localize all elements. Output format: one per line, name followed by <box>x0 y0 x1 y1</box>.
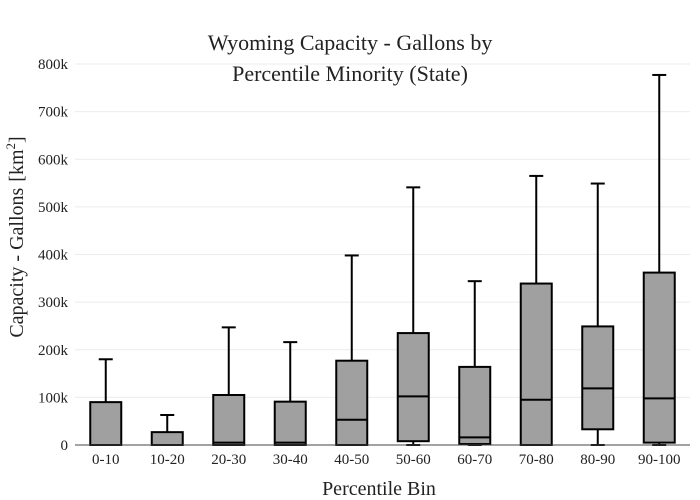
y-axis-unit-superscript: 2 <box>3 143 18 150</box>
box-60-70 <box>458 280 492 446</box>
box-iqr <box>89 401 123 447</box>
y-axis-unit: [km <box>6 149 28 182</box>
box-iqr <box>519 282 553 446</box>
box-iqr <box>212 393 246 446</box>
box-70-80 <box>519 174 553 446</box>
y-axis-title: Capacity - Gallons [km2] <box>3 136 28 337</box>
box-0-10 <box>89 358 123 447</box>
x-tick-label: 40-50 <box>334 452 369 468</box>
box-10-20 <box>150 413 184 446</box>
box-40-50 <box>335 254 369 446</box>
y-tick-label: 500k <box>38 200 69 216</box>
box-iqr <box>396 332 430 443</box>
x-tick-label: 90-100 <box>638 452 681 468</box>
y-tick-label: 400k <box>38 248 69 264</box>
box-90-100 <box>642 73 676 446</box>
y-axis-unit-close: ] <box>6 136 28 143</box>
y-tick-label: 700k <box>38 105 69 121</box>
box-iqr <box>458 365 492 446</box>
grid-lines <box>75 63 690 398</box>
y-tick-label: 200k <box>38 343 69 359</box>
x-axis-ticks: 0-10 10-20 20-30 30-40 40-50 50-60 60-70 70-80 8… <box>92 452 681 468</box>
boxes <box>89 73 676 447</box>
box-iqr <box>581 325 615 431</box>
box-80-90 <box>581 182 615 446</box>
y-tick-label: 300k <box>38 295 69 311</box>
box-iqr <box>273 400 307 447</box>
box-iqr <box>335 359 369 446</box>
y-axis-ticks: 0 100k 200k 300k 400k 500k 600k 700k 800k <box>38 57 69 454</box>
box-iqr <box>642 271 676 444</box>
chart-title-line-2: Percentile Minority (State) <box>232 61 468 86</box>
y-tick-label: 800k <box>38 57 69 73</box>
x-tick-label: 70-80 <box>519 452 554 468</box>
x-axis-title: Percentile Bin <box>322 478 436 500</box>
x-tick-label: 60-70 <box>457 452 492 468</box>
x-tick-label: 20-30 <box>211 452 246 468</box>
y-tick-label: 600k <box>38 152 69 168</box>
x-tick-label: 50-60 <box>396 452 431 468</box>
chart-title-line-1: Wyoming Capacity - Gallons by <box>208 30 493 55</box>
x-tick-label: 80-90 <box>580 452 615 468</box>
x-tick-label: 0-10 <box>92 452 120 468</box>
x-tick-label: 10-20 <box>150 452 185 468</box>
x-tick-label: 30-40 <box>273 452 308 468</box>
box-iqr <box>150 431 184 446</box>
box-30-40 <box>273 341 307 447</box>
box-50-60 <box>396 186 430 446</box>
box-20-30 <box>212 326 246 446</box>
y-axis-title-text: Capacity - Gallons <box>6 188 28 338</box>
y-tick-label: 0 <box>61 438 69 454</box>
y-tick-label: 100k <box>38 390 69 406</box>
